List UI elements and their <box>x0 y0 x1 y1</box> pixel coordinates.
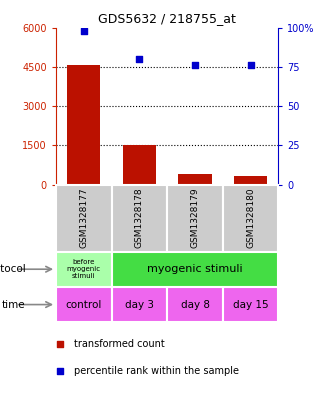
Bar <box>67 66 100 185</box>
Text: before
myogenic
stimuli: before myogenic stimuli <box>67 259 101 279</box>
Bar <box>223 287 278 322</box>
Text: control: control <box>66 299 102 310</box>
Text: day 3: day 3 <box>125 299 154 310</box>
Text: GSM1328178: GSM1328178 <box>135 188 144 248</box>
Point <box>248 62 253 68</box>
Text: protocol: protocol <box>0 264 26 274</box>
Bar <box>167 287 223 322</box>
Text: percentile rank within the sample: percentile rank within the sample <box>74 366 239 376</box>
Bar <box>123 145 156 185</box>
Bar <box>56 252 112 287</box>
Bar <box>167 185 223 252</box>
Text: GSM1328180: GSM1328180 <box>246 188 255 248</box>
Point <box>192 62 197 68</box>
Bar <box>112 252 278 287</box>
Point <box>58 341 63 347</box>
Bar <box>112 287 167 322</box>
Text: day 15: day 15 <box>233 299 268 310</box>
Bar <box>112 185 167 252</box>
Point <box>137 56 142 62</box>
Bar <box>56 287 112 322</box>
Bar <box>178 174 212 185</box>
Bar <box>223 185 278 252</box>
Text: myogenic stimuli: myogenic stimuli <box>147 264 243 274</box>
Bar <box>234 176 267 185</box>
Text: transformed count: transformed count <box>74 339 164 349</box>
Text: GSM1328177: GSM1328177 <box>79 188 88 248</box>
Text: time: time <box>2 299 26 310</box>
Point <box>58 368 63 375</box>
Title: GDS5632 / 218755_at: GDS5632 / 218755_at <box>98 12 236 25</box>
Point <box>81 28 86 34</box>
Bar <box>56 185 112 252</box>
Text: GSM1328179: GSM1328179 <box>190 188 199 248</box>
Text: day 8: day 8 <box>180 299 210 310</box>
